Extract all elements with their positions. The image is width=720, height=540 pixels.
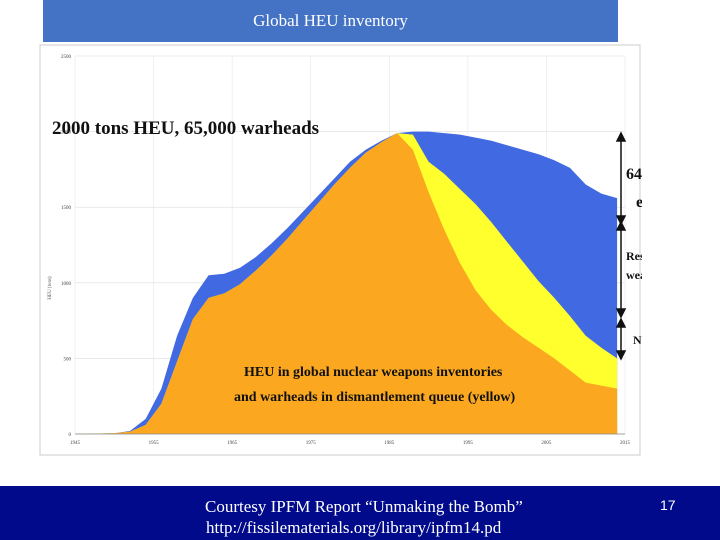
chart-canvas: 0 500 1000 1500 2000 2500 1945 1955 1965 1975 1985… [39,44,642,456]
top-annotation: 2000 tons HEU, 65,000 warheads [52,118,319,139]
slide-title: Global HEU inventory [43,0,618,42]
eliminated-label-line2: eliminated [636,194,642,211]
x-tick-label: 1945 [70,441,81,446]
x-tick-label: 2015 [620,441,631,446]
axis-ticks: 0 500 1000 1500 2000 2500 1945 1955 1965 1975 1985… [61,55,631,446]
reserved-label-line1: Reserved for [626,249,642,263]
x-tick-label: 1975 [306,441,317,446]
footer-bar [0,486,720,540]
eliminated-bracket [615,131,627,226]
center-annotation-line1: HEU in global nuclear weapons inventorie… [244,365,503,380]
area-series [75,131,618,434]
y-tick-label: 2000 [61,131,72,136]
reserved-bracket [615,220,627,319]
eliminated-label-line1: 640 tons [626,166,642,183]
x-tick-label: 1985 [384,441,395,446]
y-tick-label: 0 [69,433,72,438]
y-tick-label: 1000 [61,282,72,287]
y-tick-label: 2500 [61,55,72,60]
naval-fuel-label: Naval fuel [633,333,642,347]
y-tick-label: 1500 [61,206,72,211]
footer-credit: Courtesy IPFM Report “Unmaking the Bomb” [205,497,523,516]
x-tick-label: 1995 [463,441,474,446]
heu-chart: 0 500 1000 1500 2000 2500 1945 1955 1965 1975 1985… [38,43,642,457]
footer-url[interactable]: http://fissilematerials.org/library/ipfm… [206,518,502,537]
y-tick-label: 500 [64,357,72,362]
naval-fuel-bracket [615,317,627,361]
center-annotation-line2: and warheads in dismantlement queue (yel… [234,390,516,405]
x-tick-label: 2005 [541,441,552,446]
x-tick-label: 1955 [149,441,160,446]
y-axis-label: HEU (tons) [48,276,53,300]
series-area-weapons [75,133,618,434]
chart-border [39,44,641,456]
slide-number: 17 [660,497,676,513]
x-tick-label: 1965 [227,441,238,446]
reserved-label-line2: weapons [626,268,642,282]
